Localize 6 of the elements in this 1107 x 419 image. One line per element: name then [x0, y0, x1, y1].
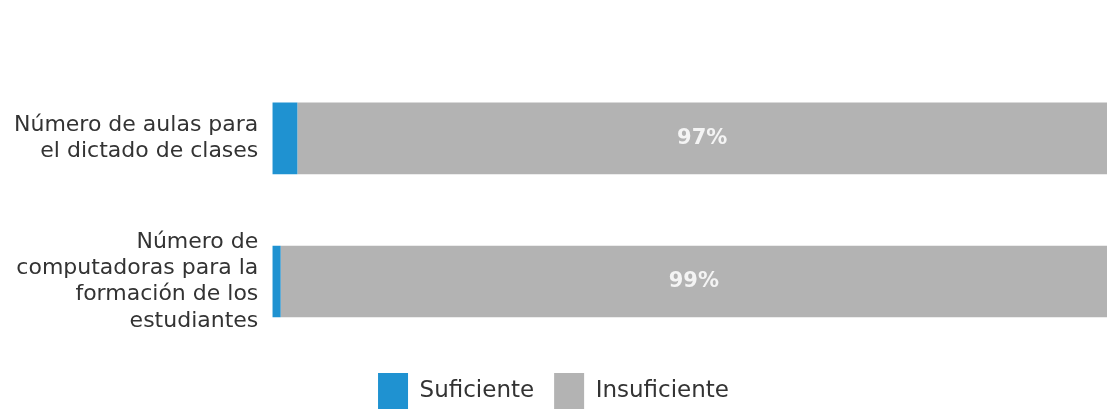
data-label: 99% [668, 267, 719, 292]
legend-label: Suficiente [419, 375, 535, 402]
legend-label: Insuficiente [595, 375, 729, 402]
y-tick-label: Número de computadoras para la formación de los estudiantes [16, 227, 259, 332]
y-tick-label: Número de aulas para el dictado de clases [13, 110, 259, 163]
data-label: 97% [677, 124, 728, 149]
